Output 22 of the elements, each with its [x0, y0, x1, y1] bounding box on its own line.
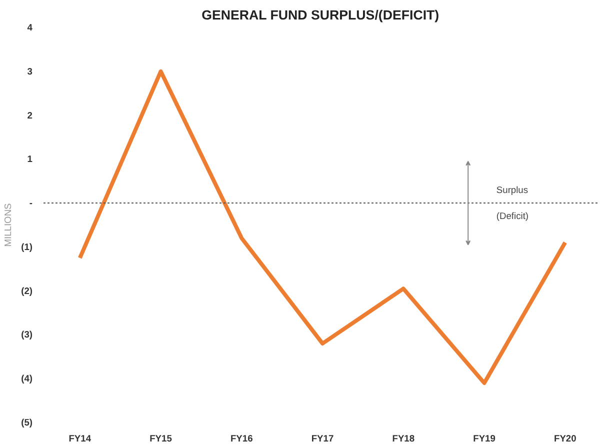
x-tick-label: FY15 [150, 434, 172, 444]
y-tick-label: (4) [21, 374, 33, 384]
x-tick-label: FY19 [473, 434, 496, 444]
y-tick-label: 1 [27, 154, 33, 164]
x-tick-label: FY18 [392, 434, 415, 444]
x-tick-label: FY16 [230, 434, 253, 444]
x-tick-label: FY17 [311, 434, 334, 444]
y-tick-label: 4 [27, 22, 34, 32]
y-tick-label: (1) [21, 242, 33, 252]
x-tick-label: FY20 [554, 434, 576, 444]
y-tick-label: (2) [21, 286, 33, 296]
y-tick-label: (3) [21, 330, 33, 340]
annotation: Surplus [496, 184, 528, 195]
y-axis-title: MILLIONS [3, 203, 14, 247]
chart-title: GENERAL FUND SURPLUS/(DEFICIT) [202, 8, 440, 22]
y-tick-label: - [29, 198, 33, 208]
y-tick-label: 3 [27, 66, 33, 76]
y-tick-label: 2 [27, 110, 33, 120]
line-series [78, 69, 568, 385]
annotation: (Deficit) [496, 211, 529, 222]
x-tick-label: FY14 [68, 434, 92, 444]
y-tick-label: (5) [21, 418, 33, 428]
